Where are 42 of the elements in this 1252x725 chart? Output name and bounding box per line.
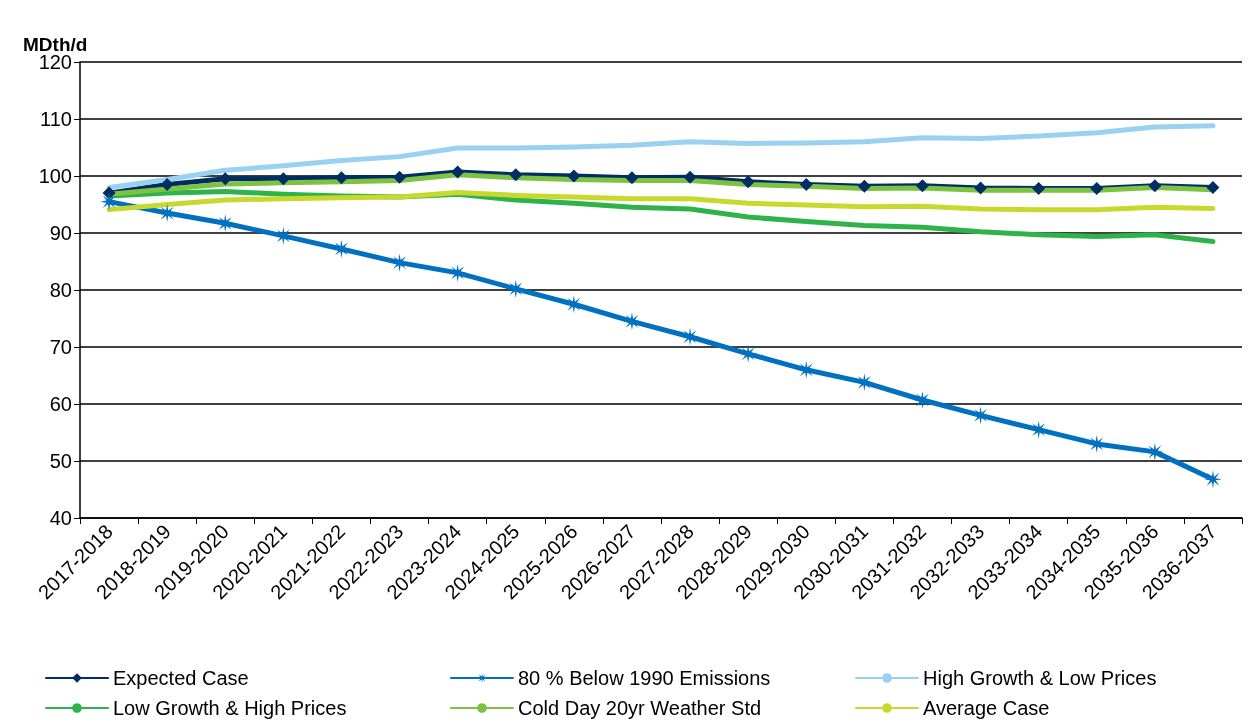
y-tick-label: 80	[49, 279, 72, 301]
point	[974, 181, 988, 195]
point	[332, 239, 351, 258]
point	[1032, 182, 1046, 196]
point	[567, 169, 581, 183]
legend-label: Low Growth & High Prices	[113, 697, 347, 719]
point	[160, 178, 174, 192]
legend-label: High Growth & Low Prices	[923, 667, 1157, 689]
point	[1206, 180, 1220, 194]
y-tick-label: 50	[49, 450, 72, 472]
y-tick-label: 100	[38, 165, 72, 187]
point	[625, 171, 639, 185]
point	[506, 279, 525, 298]
point	[1203, 470, 1222, 489]
point	[334, 171, 348, 185]
point	[681, 327, 700, 346]
point	[564, 295, 583, 314]
point	[393, 170, 407, 184]
legend-label: Cold Day 20yr Weather Std	[518, 697, 762, 719]
y-tick-label: 60	[49, 393, 72, 415]
point	[683, 170, 697, 184]
point	[857, 179, 871, 193]
y-tick-label: 70	[49, 336, 72, 358]
point	[276, 172, 290, 186]
y-tick-label: 40	[49, 507, 72, 529]
point	[1148, 179, 1162, 193]
legend-label: Expected Case	[113, 667, 249, 689]
point	[915, 179, 929, 193]
point	[274, 226, 293, 245]
y-tick-label: 90	[49, 222, 72, 244]
point	[741, 175, 755, 189]
point	[1090, 182, 1104, 196]
point	[451, 165, 465, 179]
point	[739, 344, 758, 363]
legend-label: 80 % Below 1990 Emissions	[518, 667, 771, 689]
point	[799, 178, 813, 192]
point	[218, 172, 232, 186]
legend-label: Average Case	[923, 697, 1050, 719]
point	[102, 186, 116, 200]
y-tick-label: 110	[40, 108, 72, 130]
point	[509, 168, 523, 182]
point	[622, 312, 641, 331]
